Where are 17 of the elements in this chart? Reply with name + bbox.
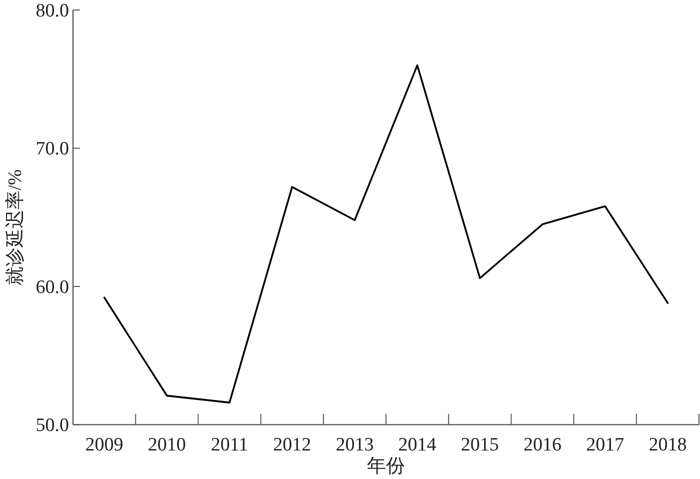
x-tick-label: 2015	[460, 434, 499, 456]
x-axis-title: 年份	[367, 456, 405, 477]
x-tick-label: 2014	[398, 434, 437, 456]
y-tick-label: 80.0	[36, 0, 69, 22]
x-tick-label: 2018	[648, 434, 687, 456]
x-tick-label: 2013	[336, 434, 374, 456]
y-tick-label: 50.0	[36, 415, 69, 436]
y-axis-title: 就诊延迟率/%	[4, 169, 26, 286]
y-tick-label: 70.0	[36, 138, 69, 160]
line-series	[103, 64, 669, 404]
y-tick-label: 60.0	[36, 276, 69, 298]
x-tick-label: 2012	[273, 434, 312, 456]
x-tick-label: 2010	[148, 434, 186, 456]
x-tick-label: 2017	[586, 434, 624, 456]
x-tick-label: 2011	[210, 434, 248, 456]
x-tick-label: 2016	[524, 434, 562, 456]
x-tick-label: 2009	[85, 434, 124, 456]
